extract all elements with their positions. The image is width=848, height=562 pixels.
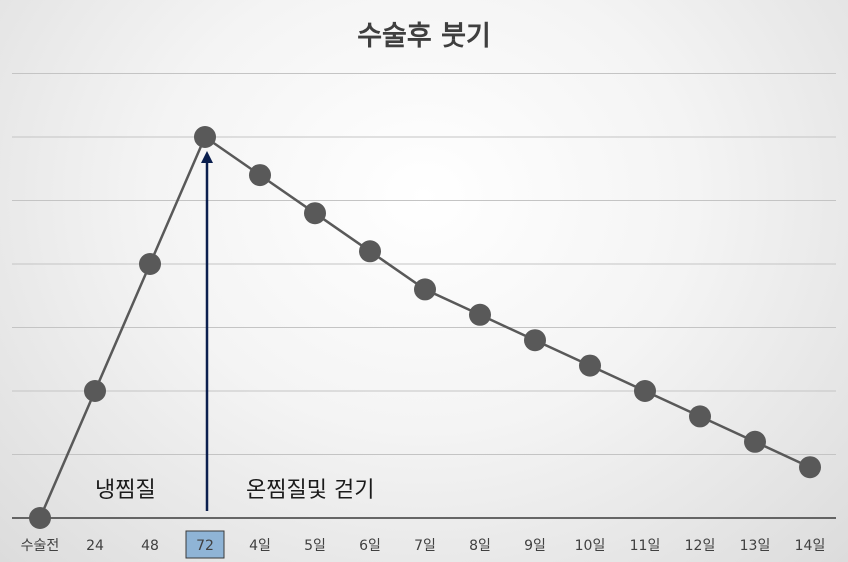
x-tick-label: 24 <box>86 538 104 554</box>
x-tick-label: 8일 <box>469 538 491 554</box>
data-point <box>414 278 436 301</box>
x-tick-label: 13일 <box>740 538 771 554</box>
x-tick-label: 14일 <box>795 538 826 554</box>
data-point <box>744 430 766 453</box>
x-tick-label: 7일 <box>414 538 436 554</box>
x-tick-label: 수술전 <box>21 538 60 554</box>
data-point <box>304 202 326 225</box>
data-point <box>84 380 106 402</box>
data-point <box>799 456 821 479</box>
x-tick-label: 11일 <box>630 538 661 554</box>
x-tick-label: 9일 <box>524 538 546 554</box>
data-point <box>469 303 491 326</box>
data-point <box>29 507 51 529</box>
x-tick-label: 72 <box>196 538 214 554</box>
x-tick-label: 48 <box>141 538 159 554</box>
arrow-head <box>201 151 213 163</box>
data-point <box>139 253 161 275</box>
data-point <box>194 126 216 148</box>
chart-title: 수술후 붓기 <box>357 21 491 52</box>
data-point <box>579 354 601 377</box>
data-point <box>359 240 381 263</box>
data-point <box>689 405 711 428</box>
x-tick-label: 12일 <box>685 538 716 554</box>
x-tick-label: 4일 <box>249 538 271 554</box>
x-tick-label: 10일 <box>575 538 606 554</box>
highlight-box <box>185 530 225 559</box>
data-point <box>634 380 656 402</box>
annotation-label: 온찜질및 걷기 <box>246 478 374 503</box>
data-point <box>249 164 271 187</box>
annotation-label: 냉찜질 <box>95 478 156 503</box>
x-tick-label: 6일 <box>359 538 381 554</box>
x-tick-label: 5일 <box>304 538 326 554</box>
data-point <box>524 329 546 352</box>
